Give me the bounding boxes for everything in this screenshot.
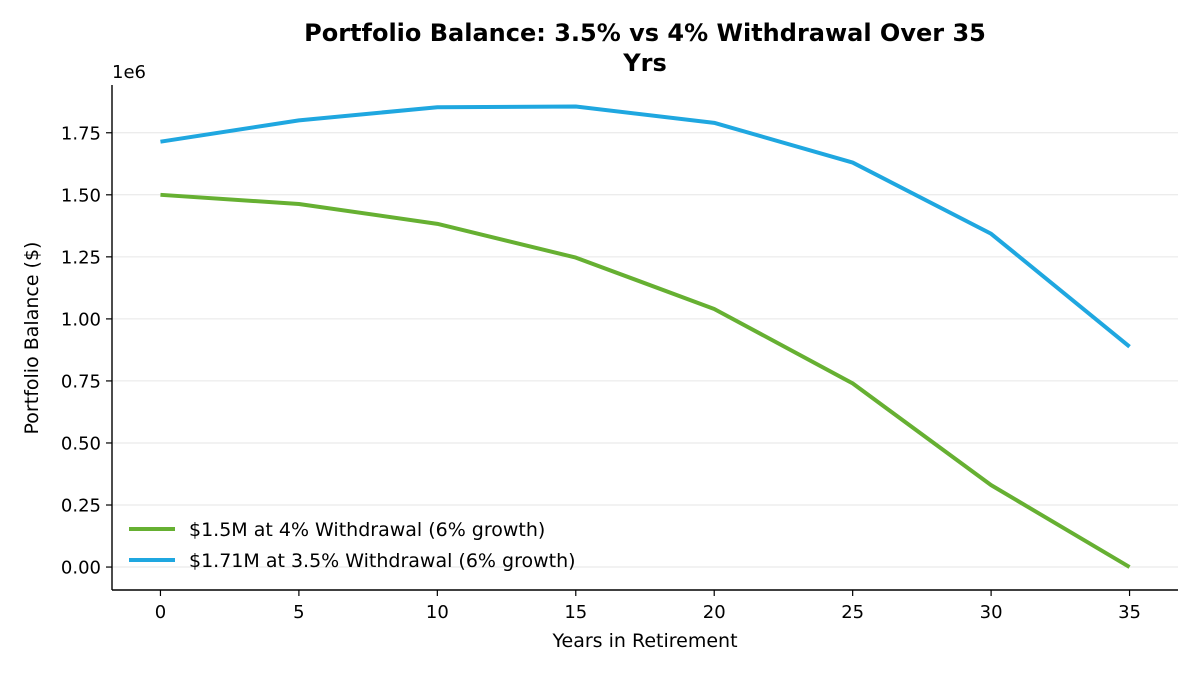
series-line-0: [160, 192, 1131, 569]
legend-label-0: $1.5M at 4% Withdrawal (6% growth): [189, 519, 545, 541]
x-tick-label: 30: [980, 602, 1003, 623]
y-tick-label: 0.25: [61, 496, 101, 517]
y-tick-label: 1.50: [61, 185, 101, 206]
y-tick-label: 0.00: [61, 558, 101, 579]
series-line-1: [160, 104, 1131, 349]
y-tick-label: 1.75: [61, 123, 101, 144]
legend-label-1: $1.71M at 3.5% Withdrawal (6% growth): [189, 550, 576, 572]
y-ticks: 0.00 0.25 0.50 0.75 1.00 1.25 1.50 1.75: [61, 123, 112, 579]
x-axis-label: Years in Retirement: [551, 630, 737, 652]
chart-title-line1: Portfolio Balance: 3.5% vs 4% Withdrawal…: [304, 19, 986, 47]
x-ticks: 0 5 10 15 20 25 30 35: [155, 590, 1141, 623]
x-tick-label: 10: [426, 602, 449, 623]
y-offset-text: 1e6: [112, 62, 146, 83]
grid-lines: [112, 132, 1178, 568]
y-tick-label: 0.75: [61, 371, 101, 392]
x-tick-label: 5: [293, 602, 304, 623]
y-tick-label: 0.50: [61, 433, 101, 454]
y-tick-label: 1.25: [61, 247, 101, 268]
series-layer: [160, 104, 1131, 569]
legend: $1.5M at 4% Withdrawal (6% growth) $1.71M…: [129, 519, 576, 572]
x-tick-label: 25: [841, 602, 864, 623]
chart-title-line2: Yrs: [622, 49, 667, 77]
x-tick-label: 35: [1118, 602, 1141, 623]
y-axis-label: Portfolio Balance ($): [21, 242, 43, 435]
x-tick-label: 15: [564, 602, 587, 623]
y-tick-label: 1.00: [61, 309, 101, 330]
x-tick-label: 0: [155, 602, 166, 623]
x-tick-label: 20: [703, 602, 726, 623]
